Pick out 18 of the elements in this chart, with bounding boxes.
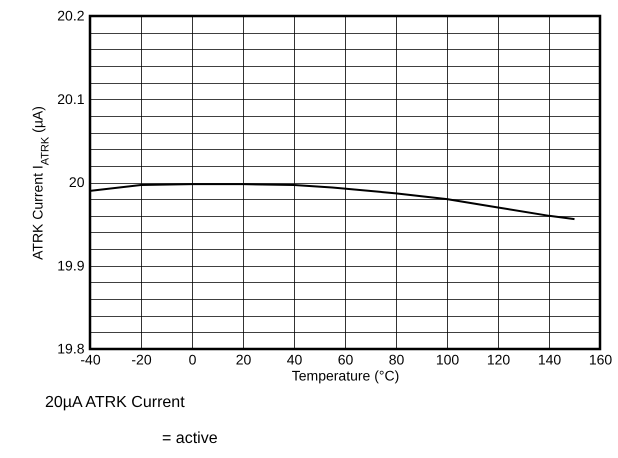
y-tick-label: 19.9	[57, 257, 85, 274]
x-tick-label: -20	[131, 352, 152, 368]
y-tick-label: 20.1	[57, 90, 85, 107]
y-tick-label: 20.2	[57, 8, 85, 24]
x-tick-label: 140	[538, 352, 562, 368]
y-tick-label: 19.8	[57, 340, 85, 356]
x-tick-label: 20	[236, 352, 252, 368]
x-axis-title: Temperature (°C)	[292, 368, 400, 384]
text: 20µA ATRK Current	[45, 394, 185, 412]
text: = active	[162, 430, 218, 448]
x-tick-label: 0	[188, 352, 197, 368]
x-tick-label: 100	[436, 352, 460, 368]
x-tick-label: 40	[286, 352, 302, 368]
x-tick-label: 160	[588, 352, 612, 368]
y-tick-label: 20	[68, 174, 85, 190]
x-tick-label: 60	[338, 352, 354, 368]
x-tick-label: 80	[388, 352, 404, 368]
x-tick-label: 120	[486, 352, 510, 368]
